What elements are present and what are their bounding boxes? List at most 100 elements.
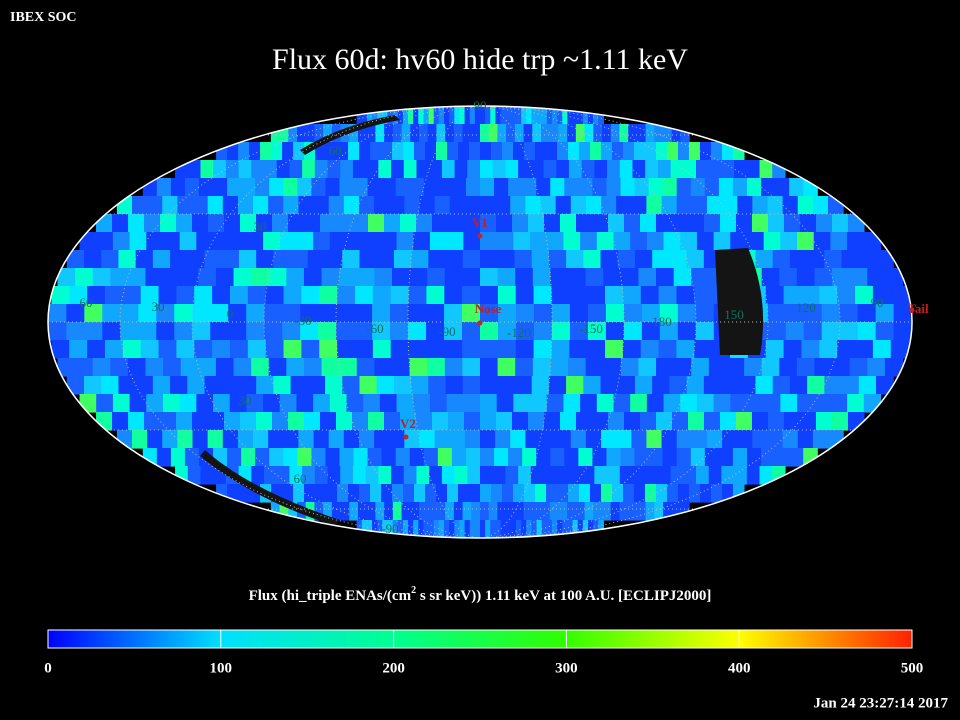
sky-cell bbox=[591, 412, 609, 431]
sky-cell bbox=[389, 430, 405, 449]
sky-cell bbox=[290, 376, 309, 395]
sky-cell bbox=[370, 484, 382, 503]
sky-cell bbox=[779, 268, 798, 287]
sky-cell bbox=[721, 160, 735, 179]
sky-cell bbox=[446, 394, 464, 413]
sky-cell bbox=[567, 142, 580, 161]
sky-cell bbox=[318, 304, 337, 323]
sky-cell bbox=[358, 196, 375, 215]
grid-label: 120 bbox=[796, 300, 816, 315]
sky-cell bbox=[462, 322, 481, 341]
sky-cell bbox=[451, 178, 467, 197]
sky-cell bbox=[690, 448, 706, 467]
sky-cell bbox=[497, 124, 507, 143]
sky-cell bbox=[645, 466, 659, 485]
sky-cell bbox=[372, 322, 391, 341]
sky-cell bbox=[765, 340, 785, 359]
sky-cell bbox=[96, 394, 114, 413]
sky-cell bbox=[855, 286, 874, 305]
sky-cell bbox=[187, 466, 202, 485]
sky-cell bbox=[365, 466, 379, 485]
sky-cell bbox=[511, 214, 529, 233]
sky-cell bbox=[198, 268, 217, 287]
sky-cell bbox=[238, 142, 250, 161]
sky-cell bbox=[510, 196, 526, 215]
sky-cell bbox=[253, 196, 269, 215]
sky-cell bbox=[759, 466, 773, 485]
sky-cell bbox=[425, 484, 437, 503]
sky-cell bbox=[662, 448, 678, 467]
sky-cell bbox=[436, 502, 446, 521]
sky-cell bbox=[763, 394, 781, 413]
sky-cell bbox=[69, 340, 88, 359]
sky-cell bbox=[578, 178, 594, 197]
sky-cell bbox=[533, 304, 553, 323]
sky-cell bbox=[180, 268, 199, 287]
sky-cell bbox=[505, 160, 519, 179]
sky-cell bbox=[359, 484, 371, 503]
sky-cell bbox=[508, 178, 523, 197]
sky-cell bbox=[662, 502, 673, 521]
no-data-region bbox=[200, 450, 340, 526]
sky-cell bbox=[831, 412, 849, 431]
sky-cell bbox=[238, 376, 257, 395]
sky-cell bbox=[418, 520, 425, 538]
sky-cell bbox=[828, 430, 844, 449]
sky-cell bbox=[444, 268, 463, 287]
sky-cell bbox=[601, 502, 612, 521]
sky-cell bbox=[531, 106, 538, 125]
sky-cell bbox=[192, 196, 209, 215]
sky-cell bbox=[215, 268, 235, 287]
sky-cell bbox=[578, 142, 591, 161]
sky-cell bbox=[875, 322, 895, 341]
sky-cell bbox=[515, 322, 535, 341]
sky-cell bbox=[366, 520, 373, 538]
sky-cell bbox=[550, 178, 565, 197]
sky-cell bbox=[785, 304, 805, 323]
sky-cell bbox=[84, 250, 102, 269]
sky-cell bbox=[276, 160, 291, 179]
sky-cell bbox=[508, 448, 523, 467]
sky-cell bbox=[634, 250, 653, 269]
sky-cell bbox=[392, 124, 403, 143]
sky-cell bbox=[580, 232, 598, 251]
sky-cell bbox=[713, 232, 731, 251]
sky-cell bbox=[567, 106, 574, 125]
sky-cell bbox=[855, 340, 874, 359]
sky-cell bbox=[813, 232, 832, 251]
sky-cell bbox=[564, 448, 579, 467]
sky-cell bbox=[646, 394, 665, 413]
sky-cell bbox=[368, 214, 385, 233]
sky-cell bbox=[669, 376, 688, 395]
sky-cell bbox=[101, 376, 120, 395]
sky-cell bbox=[654, 124, 664, 143]
sky-cell bbox=[170, 448, 186, 467]
sky-cell bbox=[374, 268, 393, 287]
sky-cell bbox=[803, 178, 818, 197]
sky-cell bbox=[755, 250, 774, 269]
sky-cell bbox=[288, 502, 298, 521]
sky-cell bbox=[84, 304, 103, 323]
sky-cell bbox=[610, 124, 621, 143]
sky-cell bbox=[400, 412, 417, 431]
sky-cell bbox=[192, 412, 209, 431]
sky-cell bbox=[413, 394, 431, 413]
sky-cell bbox=[79, 232, 97, 251]
sky-cell bbox=[867, 268, 886, 287]
sky-cell bbox=[661, 430, 678, 449]
sky-cell bbox=[735, 214, 753, 233]
sky-cell bbox=[572, 520, 579, 538]
sky-cell bbox=[229, 286, 249, 305]
sky-cell bbox=[562, 520, 569, 538]
sky-cell bbox=[304, 484, 316, 503]
sky-cell bbox=[255, 448, 270, 467]
sky-cell bbox=[325, 376, 343, 395]
sky-cell bbox=[429, 160, 443, 179]
sky-cell bbox=[515, 286, 535, 305]
sky-cell bbox=[767, 214, 785, 233]
sky-cell bbox=[256, 412, 273, 431]
sky-cell bbox=[409, 268, 428, 287]
colorbar-tick-label: 100 bbox=[210, 660, 233, 676]
sky-cell bbox=[314, 466, 329, 485]
